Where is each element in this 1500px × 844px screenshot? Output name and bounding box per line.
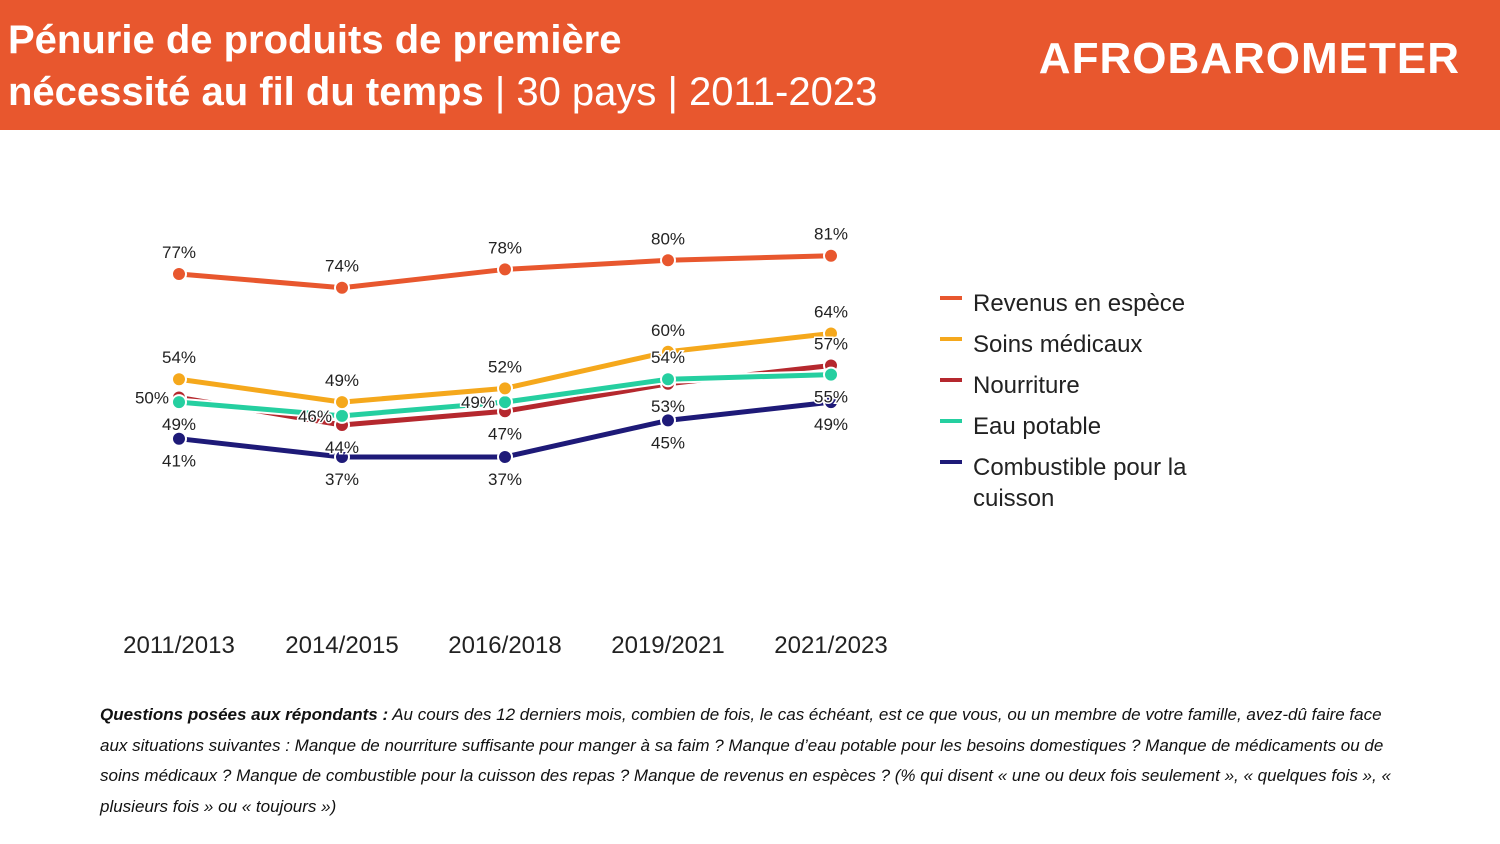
legend-item: Nourriture bbox=[940, 370, 1240, 401]
data-point-revenus-en-espece bbox=[171, 266, 187, 282]
x-tick-label: 2021/2023 bbox=[774, 632, 888, 659]
legend-label: Soins médicaux bbox=[973, 331, 1143, 358]
data-label-eau-potable: 55% bbox=[814, 388, 848, 407]
data-label-revenus-en-espece: 77% bbox=[162, 243, 196, 262]
data-label-eau-potable: 54% bbox=[651, 348, 685, 367]
legend-item: Combustible pour la cuisson bbox=[940, 452, 1240, 514]
legend-item: Eau potable bbox=[940, 411, 1240, 442]
legend-swatch bbox=[940, 460, 962, 464]
data-point-revenus-en-espece bbox=[660, 252, 676, 269]
data-point-revenus-en-espece bbox=[497, 261, 513, 278]
data-point-soins-medicaux bbox=[334, 394, 350, 411]
data-point-soins-medicaux bbox=[823, 325, 839, 342]
data-label-nourriture: 53% bbox=[651, 397, 685, 416]
data-label-combustible-pour-la-cuisson: 37% bbox=[325, 470, 359, 489]
title-subtitle: | 30 pays | 2011-2023 bbox=[483, 70, 878, 114]
data-label-eau-potable: 49% bbox=[461, 393, 495, 412]
data-point-combustible-pour-la-cuisson bbox=[171, 430, 187, 447]
legend-swatch bbox=[940, 419, 962, 423]
data-label-nourriture: 44% bbox=[325, 438, 359, 457]
data-label-soins-medicaux: 54% bbox=[162, 348, 196, 367]
header-banner: Pénurie de produits de première nécessit… bbox=[0, 0, 1500, 130]
legend-swatch bbox=[940, 337, 962, 341]
data-point-eau-potable bbox=[660, 371, 676, 388]
data-label-soins-medicaux: 52% bbox=[488, 357, 522, 376]
data-point-soins-medicaux bbox=[171, 371, 187, 388]
note-text: Au cours des 12 derniers mois, combien d… bbox=[100, 705, 1391, 816]
legend-label: Eau potable bbox=[973, 413, 1102, 440]
data-label-nourriture: 57% bbox=[814, 335, 848, 354]
data-point-combustible-pour-la-cuisson bbox=[660, 412, 676, 429]
data-point-eau-potable bbox=[171, 394, 187, 411]
data-point-combustible-pour-la-cuisson bbox=[334, 449, 350, 465]
data-point-eau-potable bbox=[497, 394, 513, 411]
title-line-1: Pénurie de produits de première bbox=[8, 18, 622, 62]
legend-label: Nourriture bbox=[973, 372, 1080, 399]
legend-label: Revenus en espèce bbox=[973, 290, 1186, 317]
data-label-combustible-pour-la-cuisson: 41% bbox=[162, 452, 196, 471]
data-label-combustible-pour-la-cuisson: 49% bbox=[814, 415, 848, 434]
data-point-revenus-en-espece bbox=[823, 247, 839, 264]
chart-legend: Revenus en espèce Soins médicaux Nourritur… bbox=[940, 288, 1240, 524]
data-point-combustible-pour-la-cuisson bbox=[823, 394, 839, 411]
data-label-soins-medicaux: 49% bbox=[325, 371, 359, 390]
data-label-eau-potable: 46% bbox=[298, 407, 332, 426]
x-tick-label: 2011/2013 bbox=[123, 632, 235, 659]
x-tick-label: 2016/2018 bbox=[448, 632, 562, 659]
data-point-eau-potable bbox=[823, 366, 839, 383]
data-label-soins-medicaux: 64% bbox=[814, 302, 848, 321]
survey-question-note: Questions posées aux répondants : Au cou… bbox=[100, 700, 1400, 822]
data-label-revenus-en-espece: 78% bbox=[488, 238, 522, 257]
data-label-combustible-pour-la-cuisson: 45% bbox=[651, 433, 685, 452]
legend-swatch bbox=[940, 296, 962, 300]
data-label-revenus-en-espece: 74% bbox=[325, 257, 359, 276]
data-point-combustible-pour-la-cuisson bbox=[497, 449, 513, 465]
x-tick-label: 2014/2015 bbox=[285, 632, 399, 659]
legend-label: Combustible pour la cuisson bbox=[973, 454, 1187, 512]
x-tick-label: 2019/2021 bbox=[611, 632, 725, 659]
legend-item: Soins médicaux bbox=[940, 329, 1240, 360]
legend-swatch bbox=[940, 378, 962, 382]
note-label: Questions posées aux répondants : bbox=[100, 705, 389, 724]
title-line-2: nécessité au fil du temps bbox=[8, 70, 484, 114]
afrobarometer-logo: AFROBAROMETER bbox=[1038, 34, 1460, 83]
legend-item: Revenus en espèce bbox=[940, 288, 1240, 319]
page-title: Pénurie de produits de première nécessit… bbox=[8, 14, 877, 118]
data-point-revenus-en-espece bbox=[334, 279, 350, 296]
data-label-nourriture: 47% bbox=[488, 424, 522, 443]
data-point-soins-medicaux bbox=[497, 380, 513, 397]
data-point-soins-medicaux bbox=[660, 343, 676, 360]
data-point-eau-potable bbox=[334, 407, 350, 424]
data-label-soins-medicaux: 60% bbox=[651, 321, 685, 340]
data-label-eau-potable: 49% bbox=[162, 415, 196, 434]
data-label-combustible-pour-la-cuisson: 37% bbox=[488, 470, 522, 489]
data-label-revenus-en-espece: 81% bbox=[814, 225, 848, 244]
data-label-nourriture: 50% bbox=[135, 389, 169, 408]
data-label-revenus-en-espece: 80% bbox=[651, 229, 685, 248]
